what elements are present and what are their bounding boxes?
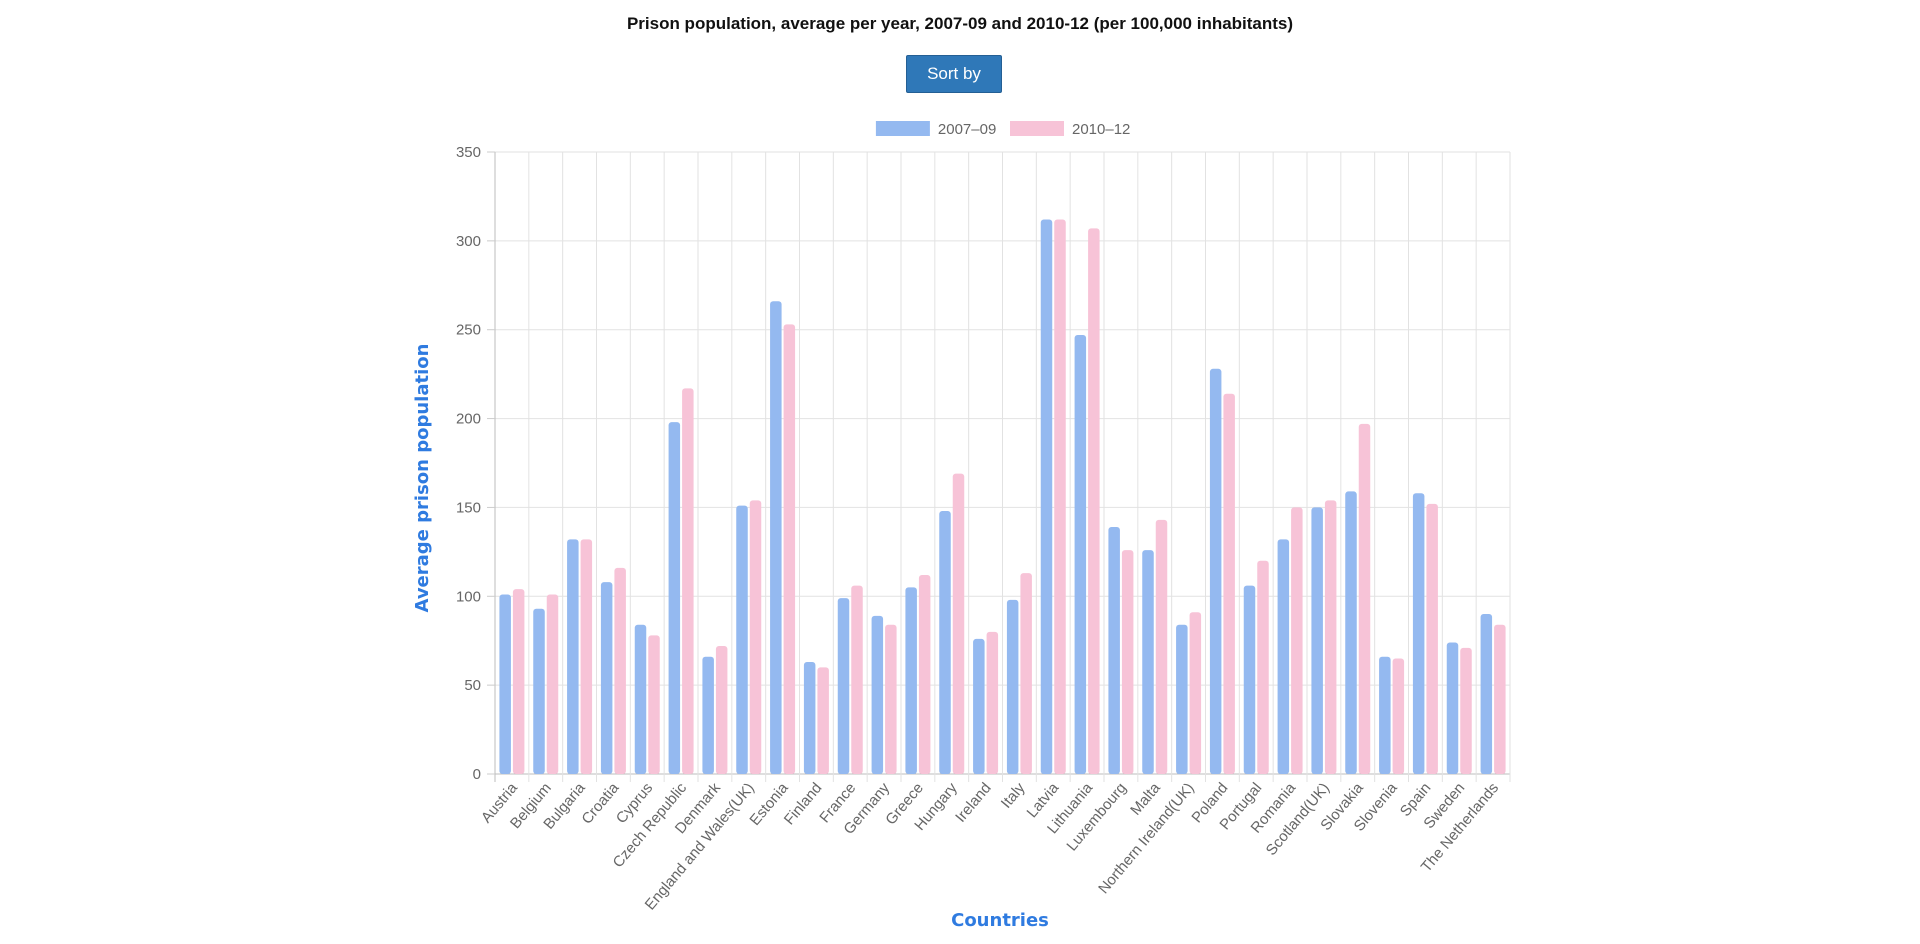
bar-series-1[interactable] <box>837 598 850 774</box>
axes: 050100150200250300350AustriaBelgiumBulga… <box>456 144 1502 913</box>
bar-series-1[interactable] <box>905 587 917 774</box>
bar-series-1[interactable] <box>1074 335 1087 774</box>
bar-series-2[interactable] <box>1291 507 1303 774</box>
y-tick-label: 200 <box>456 411 481 428</box>
y-tick-label: 350 <box>456 144 481 161</box>
legend-swatch[interactable] <box>1010 121 1064 136</box>
y-tick-label: 0 <box>473 766 481 783</box>
bar-series-1[interactable] <box>1277 539 1290 774</box>
bar-series-1[interactable] <box>1311 507 1323 774</box>
bar-series-2[interactable] <box>986 631 999 774</box>
bar-series-2[interactable] <box>885 624 897 774</box>
chart-title: Prison population, average per year, 200… <box>626 14 1294 33</box>
bar-series-1[interactable] <box>1176 624 1188 774</box>
grid <box>494 151 1511 782</box>
bar-series-1[interactable] <box>973 638 985 774</box>
bar-series-2[interactable] <box>851 585 863 774</box>
bar-series-2[interactable] <box>749 500 762 774</box>
x-tick-label: Croatia <box>578 779 623 827</box>
bar-series-2[interactable] <box>1020 573 1032 774</box>
bar-series-2[interactable] <box>952 473 965 774</box>
bar-series-1[interactable] <box>1412 493 1425 774</box>
bar-series-1[interactable] <box>533 608 545 774</box>
bar-series-1[interactable] <box>770 301 782 774</box>
bar-series-2[interactable] <box>1054 219 1066 774</box>
y-tick-label: 250 <box>456 322 481 339</box>
x-tick-label: Finland <box>781 780 826 829</box>
legend-swatch[interactable] <box>875 121 930 136</box>
bar-series-2[interactable] <box>1392 658 1405 774</box>
bar-series-2[interactable] <box>918 574 931 774</box>
bar-series-2[interactable] <box>512 589 525 774</box>
bar-series-2[interactable] <box>1358 423 1371 774</box>
bar-series-2[interactable] <box>614 567 626 774</box>
bar-series-1[interactable] <box>567 539 579 774</box>
y-tick-label: 150 <box>456 499 481 516</box>
bar-series-1[interactable] <box>736 505 748 774</box>
x-tick-label: Italy <box>998 779 1029 811</box>
y-axis-title: Average prison population <box>412 344 433 613</box>
bar-series-2[interactable] <box>783 324 796 774</box>
bar-series-1[interactable] <box>803 662 816 774</box>
bar-series-2[interactable] <box>648 635 660 774</box>
legend: 2007–09 2010–12 <box>875 121 1130 138</box>
bar-series-2[interactable] <box>1088 228 1100 775</box>
bar-series-1[interactable] <box>1209 368 1222 774</box>
bar-series-2[interactable] <box>1324 500 1337 774</box>
y-tick-label: 100 <box>456 588 481 605</box>
bar-series-1[interactable] <box>634 624 647 774</box>
bar-series-1[interactable] <box>1040 219 1053 774</box>
bar-series-2[interactable] <box>1257 560 1269 774</box>
legend-label[interactable]: 2007–09 <box>938 121 996 138</box>
bar-series-2[interactable] <box>1121 550 1134 774</box>
bar-series-1[interactable] <box>600 582 613 774</box>
bar-series-2[interactable] <box>1426 503 1438 774</box>
bar-series-2[interactable] <box>715 646 728 774</box>
y-tick-label: 300 <box>456 233 481 250</box>
bar-series-2[interactable] <box>682 388 694 774</box>
bar-series-1[interactable] <box>1379 656 1391 774</box>
bar-series-2[interactable] <box>1189 612 1202 774</box>
bar-series-2[interactable] <box>1460 647 1472 774</box>
bar-series-1[interactable] <box>939 510 951 774</box>
bar-series-1[interactable] <box>1006 599 1019 774</box>
sort-by-button[interactable]: Sort by <box>906 55 1002 93</box>
bar-series-2[interactable] <box>1494 624 1506 774</box>
y-tick-label: 50 <box>464 677 481 694</box>
bar-series-1[interactable] <box>1446 642 1459 774</box>
bar-series-2[interactable] <box>1223 393 1235 774</box>
bar-series-1[interactable] <box>668 422 681 774</box>
x-axis-title: Countries <box>951 910 1049 931</box>
bar-series-1[interactable] <box>1480 614 1493 774</box>
bar-series-1[interactable] <box>1108 526 1120 774</box>
bar-series-1[interactable] <box>871 615 884 774</box>
bar-series-2[interactable] <box>817 667 829 774</box>
bar-series-1[interactable] <box>1243 585 1256 774</box>
bar-series-1[interactable] <box>1345 491 1357 774</box>
bar-series-2[interactable] <box>1155 519 1168 774</box>
bar-series-1[interactable] <box>702 656 714 774</box>
legend-label[interactable]: 2010–12 <box>1072 121 1130 138</box>
bars <box>499 219 1506 775</box>
bar-series-2[interactable] <box>580 539 593 774</box>
bar-series-2[interactable] <box>546 594 559 774</box>
x-tick-label: Ireland <box>952 780 995 826</box>
bar-series-1[interactable] <box>499 594 511 774</box>
bar-series-1[interactable] <box>1142 550 1154 774</box>
